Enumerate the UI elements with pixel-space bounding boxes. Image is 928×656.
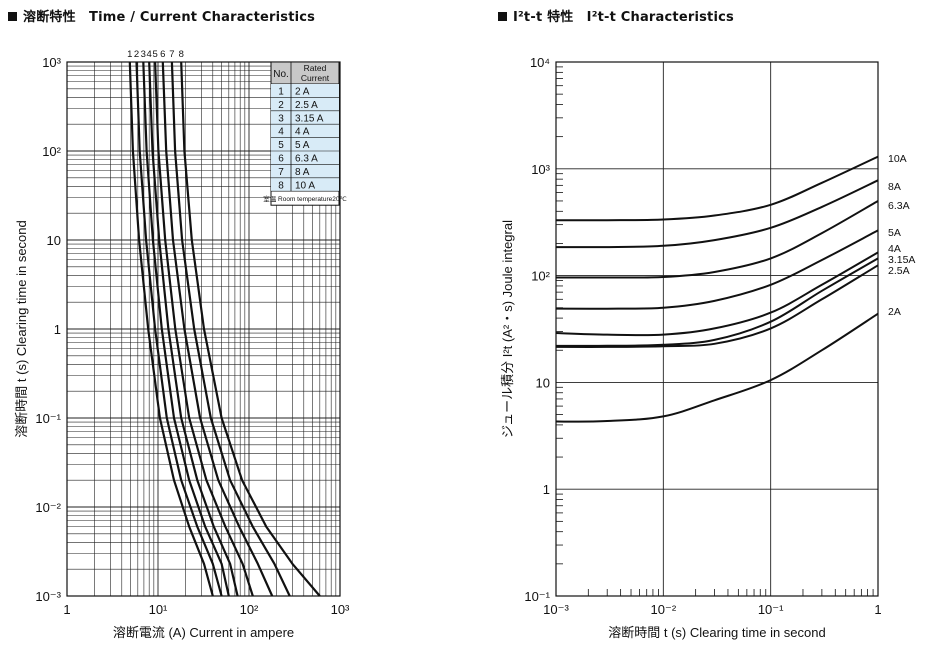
series-label: 4A [888, 243, 901, 255]
legend-row-rating: 6.3 A [295, 154, 318, 165]
square-bullet-icon [498, 12, 507, 21]
curve-number-label: 6 [160, 49, 165, 60]
curve-3 [142, 61, 230, 597]
y-tick-label: 10⁻¹ [524, 589, 550, 604]
legend-row-no: 3 [278, 113, 284, 124]
curve-number-label: 5 [152, 49, 157, 60]
legend-row-no: 1 [278, 87, 284, 98]
curve-number-label: 8 [179, 49, 184, 60]
right-plot-frame [555, 61, 879, 597]
legend-header-rated: Rated [304, 63, 327, 73]
curve-6.3A [555, 200, 879, 279]
curve-number-label: 4 [147, 49, 152, 60]
left-plot-frame [66, 61, 341, 597]
legend-row-no: 4 [278, 127, 284, 138]
legend-row-no: 7 [278, 167, 284, 178]
curve-6 [161, 61, 274, 597]
legend-row-no: 2 [278, 100, 284, 111]
x-axis-label: 溶断時間 t (s) Clearing time in second [608, 625, 825, 640]
curve-1 [128, 61, 214, 597]
curve-7 [170, 61, 291, 597]
curve-5A [555, 229, 879, 310]
right-chart-group: 10⁻³ 10⁻² 10⁻¹ 1 10⁻¹ 1 10 10² 10³ 10⁴ 溶断時間 t (s) … [500, 55, 915, 640]
y-tick-label: 10³ [531, 162, 550, 177]
curve-number-label: 3 [141, 49, 146, 60]
left-chart-title: 溶断特性 Time / Current Characteristics [23, 10, 316, 25]
left-chart-group: 1 10¹ 10² 10³ 10⁻³ 10⁻² 10⁻¹ 1 10 10² 10³ 溶断電流 (A) … [14, 49, 350, 640]
legend-row-rating: 8 A [295, 167, 310, 178]
curve-2.5A [555, 264, 879, 348]
y-axis-label: ジュール積分 I²t (A²・s) Joule integral [500, 220, 515, 438]
x-tick-label: 1 [874, 602, 881, 617]
x-tick-label: 10⁻² [651, 602, 677, 617]
y-tick-label: 1 [543, 482, 550, 497]
curve-5 [154, 61, 254, 597]
legend-footnote: 室温 Room temperature20℃ [263, 194, 347, 203]
legend-row-rating: 4 A [295, 127, 310, 138]
y-tick-label: 1 [54, 322, 61, 337]
left-chart-header: 溶断特性 Time / Current Characteristics [8, 6, 315, 25]
x-tick-label: 10¹ [149, 602, 168, 617]
x-tick-label: 10³ [331, 602, 350, 617]
legend-row-no: 5 [278, 140, 284, 151]
series-label: 2.5A [888, 265, 910, 277]
y-tick-label: 10³ [42, 55, 61, 70]
y-tick-label: 10⁻¹ [35, 411, 61, 426]
x-tick-label: 10⁻³ [543, 602, 569, 617]
series-label: 2A [888, 306, 901, 318]
curve-8A [555, 179, 879, 249]
y-tick-label: 10 [536, 375, 550, 390]
curve-4 [148, 61, 239, 597]
y-tick-label: 10² [42, 144, 61, 159]
square-bullet-icon [8, 12, 17, 21]
curve-number-label: 1 [127, 49, 132, 60]
right-chart-title: I²t-t 特性 I²t-t Characteristics [513, 10, 734, 25]
y-tick-label: 10 [47, 233, 61, 248]
legend-row-no: 8 [278, 180, 284, 191]
x-axis-label: 溶断電流 (A) Current in ampere [113, 625, 294, 640]
curve-10A [555, 155, 879, 222]
legend-header-current: Current [301, 73, 330, 83]
x-tick-label: 1 [63, 602, 70, 617]
curve-2A [555, 312, 879, 423]
y-tick-label: 10⁴ [530, 55, 550, 70]
series-label: 6.3A [888, 200, 910, 212]
legend-row-rating: 5 A [295, 140, 310, 151]
curve-8 [180, 61, 321, 597]
series-label: 8A [888, 181, 901, 193]
curve-2 [135, 61, 223, 597]
legend-row-rating: 10 A [295, 180, 315, 191]
x-tick-label: 10² [240, 602, 259, 617]
series-label: 3.15A [888, 254, 915, 266]
curve-number-label: 7 [169, 49, 174, 60]
y-tick-label: 10⁻³ [35, 589, 61, 604]
legend-row-no: 6 [278, 154, 284, 165]
series-label: 10A [888, 153, 907, 165]
curve-3.15A [555, 257, 879, 347]
legend-row-rating: 3.15 A [295, 113, 324, 124]
y-tick-label: 10² [531, 269, 550, 284]
right-chart-header: I²t-t 特性 I²t-t Characteristics [498, 6, 734, 25]
y-axis-label: 溶断時間 t (s) Clearing time in second [14, 220, 29, 437]
series-label: 5A [888, 227, 901, 239]
legend-row-rating: 2.5 A [295, 100, 318, 111]
legend-row-rating: 2 A [295, 87, 310, 98]
legend-header-no: No. [273, 69, 289, 80]
curve-4A [555, 251, 879, 337]
x-tick-label: 10⁻¹ [758, 602, 784, 617]
y-tick-label: 10⁻² [35, 500, 61, 515]
curve-number-label: 2 [134, 49, 139, 60]
